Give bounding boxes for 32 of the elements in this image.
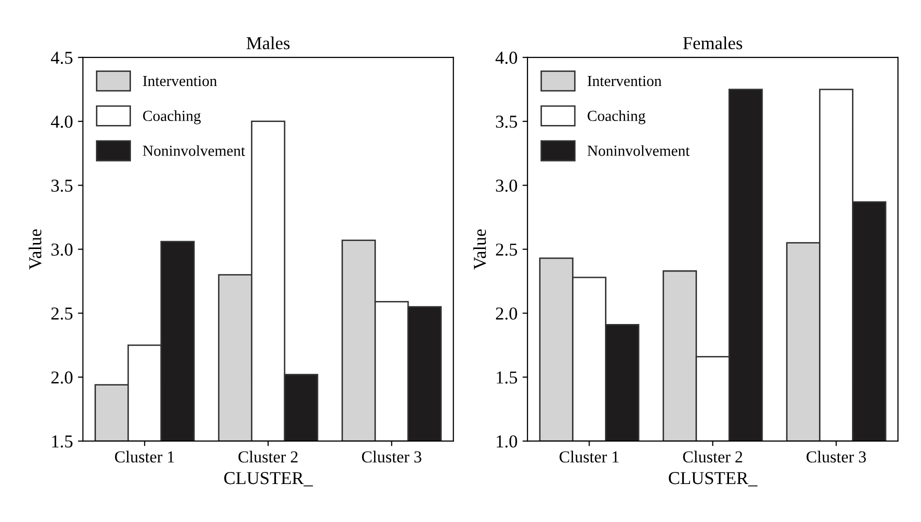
y-tick-label: 3.5: [496, 116, 518, 128]
y-tick-label: 1.5: [496, 371, 518, 384]
chart-title: Females: [683, 36, 742, 50]
y-tick-label: 4.5: [50, 52, 72, 64]
legend-label: Intervention: [588, 76, 662, 86]
legend-label: Noninvolvement: [142, 145, 246, 156]
y-tick-label: 2.5: [51, 308, 72, 320]
x-tick-label: Cluster 3: [362, 450, 422, 463]
x-axis-title: CLUSTER_: [668, 472, 758, 486]
legend-label: Noninvolvement: [588, 145, 690, 156]
y-tick-label: 2.0: [51, 371, 72, 384]
legend-label: Intervention: [143, 76, 217, 86]
y-tick-label: 3.0: [496, 180, 518, 192]
y-tick-label: 3.0: [51, 244, 72, 256]
y-tick-label: 2.0: [496, 307, 518, 320]
x-axis-title: CLUSTER_: [224, 472, 313, 486]
x-tick-label: Cluster 2: [238, 450, 298, 463]
y-tick-label: 2.5: [496, 244, 518, 256]
legend-label: Coaching: [588, 110, 646, 124]
y-axis-title: Value: [28, 229, 42, 270]
y-tick-label: 1.5: [52, 435, 72, 448]
x-tick-label: Cluster 1: [115, 450, 174, 463]
x-tick-label: Cluster 3: [806, 450, 866, 463]
y-tick-label: 4.0: [50, 116, 72, 128]
y-tick-label: 1.0: [496, 435, 518, 448]
chart-title: Males: [246, 36, 290, 50]
legend-label: Coaching: [143, 110, 201, 124]
x-tick-label: Cluster 1: [560, 450, 619, 463]
x-tick-label: Cluster 2: [683, 450, 742, 463]
y-axis-title: Value: [473, 229, 486, 270]
y-tick-label: 3.5: [51, 180, 72, 192]
y-tick-label: 4.0: [496, 52, 518, 64]
